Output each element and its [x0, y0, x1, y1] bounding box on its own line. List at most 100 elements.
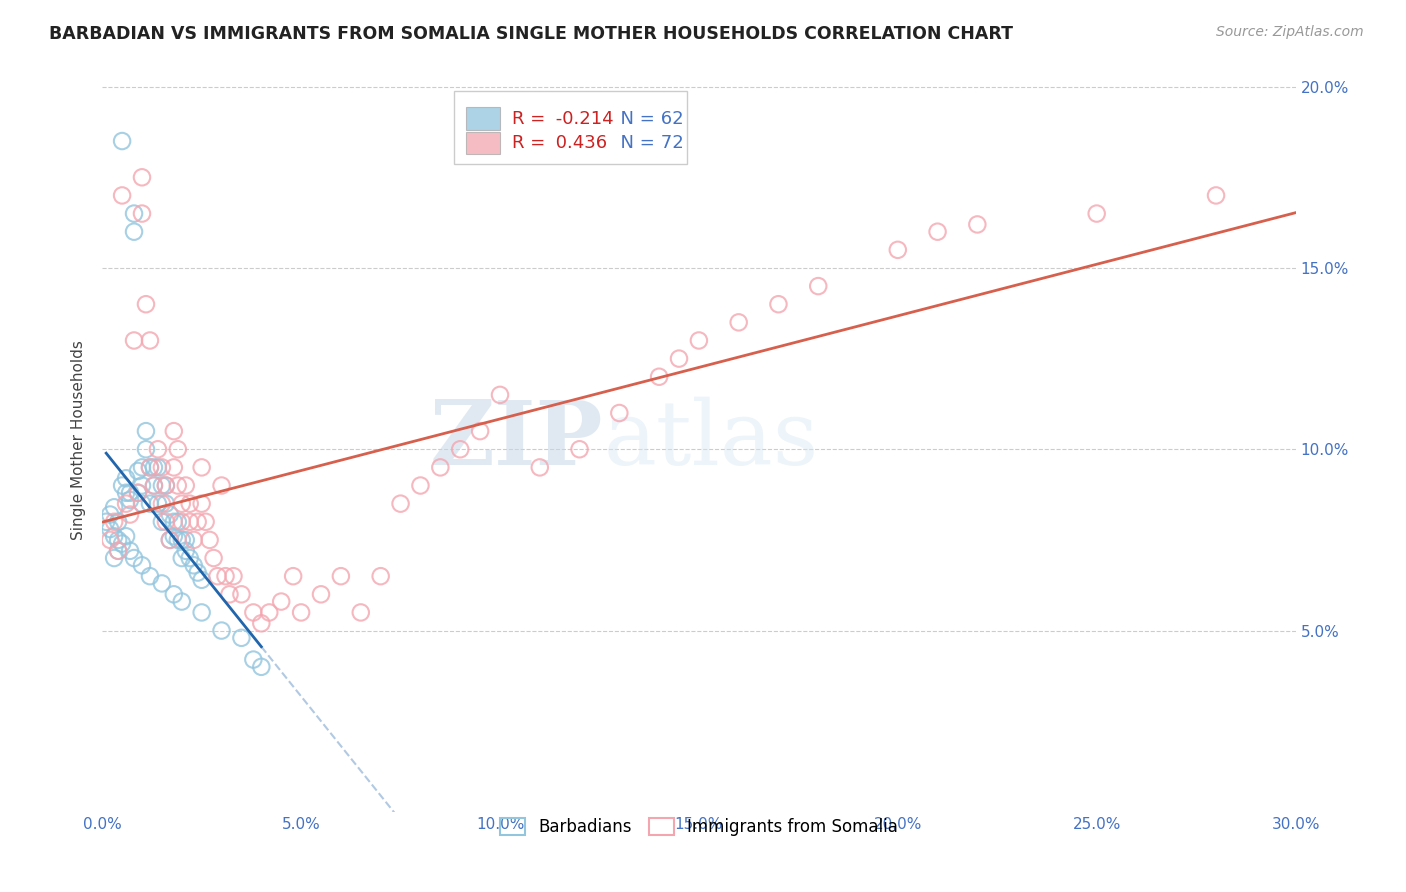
- Point: [146, 442, 169, 457]
- Point: [139, 460, 162, 475]
- Point: [122, 334, 145, 348]
- Point: [111, 478, 134, 492]
- Point: [250, 616, 273, 631]
- Point: [270, 594, 292, 608]
- Point: [155, 515, 177, 529]
- Point: [190, 606, 212, 620]
- Point: [155, 478, 177, 492]
- Point: [170, 594, 193, 608]
- Legend: Barbadians, Immigrants from Somalia: Barbadians, Immigrants from Somalia: [492, 810, 905, 845]
- Point: [966, 218, 988, 232]
- Point: [170, 497, 193, 511]
- Point: [242, 606, 264, 620]
- Point: [183, 533, 205, 547]
- Point: [142, 478, 165, 492]
- Point: [120, 508, 142, 522]
- Point: [370, 569, 392, 583]
- Point: [1205, 188, 1227, 202]
- Point: [107, 533, 129, 547]
- Point: [202, 551, 225, 566]
- Y-axis label: Single Mother Households: Single Mother Households: [72, 340, 86, 541]
- Point: [409, 478, 432, 492]
- Point: [648, 369, 671, 384]
- Point: [214, 569, 236, 583]
- Point: [222, 569, 245, 583]
- Point: [139, 569, 162, 583]
- Point: [131, 558, 153, 573]
- Point: [127, 464, 149, 478]
- Point: [174, 543, 197, 558]
- Point: [688, 334, 710, 348]
- Point: [449, 442, 471, 457]
- Point: [159, 533, 181, 547]
- Point: [103, 515, 125, 529]
- Point: [139, 460, 162, 475]
- Point: [150, 515, 173, 529]
- Point: [183, 558, 205, 573]
- Point: [98, 522, 121, 536]
- Point: [98, 508, 121, 522]
- Point: [103, 500, 125, 515]
- Point: [190, 573, 212, 587]
- Point: [768, 297, 790, 311]
- Point: [166, 442, 188, 457]
- Point: [807, 279, 830, 293]
- Text: Source: ZipAtlas.com: Source: ZipAtlas.com: [1216, 25, 1364, 39]
- Point: [139, 334, 162, 348]
- Point: [115, 529, 138, 543]
- Text: N =: N =: [609, 135, 655, 153]
- Text: ZIP: ZIP: [430, 397, 603, 483]
- Point: [887, 243, 910, 257]
- Point: [111, 536, 134, 550]
- Point: [329, 569, 352, 583]
- Point: [389, 497, 412, 511]
- Point: [489, 388, 512, 402]
- Point: [131, 170, 153, 185]
- Text: atlas: atlas: [603, 397, 818, 483]
- Point: [170, 515, 193, 529]
- Point: [146, 460, 169, 475]
- Point: [103, 529, 125, 543]
- Text: -0.214: -0.214: [550, 110, 613, 128]
- Point: [155, 497, 177, 511]
- Text: N =: N =: [609, 110, 655, 128]
- Point: [174, 478, 197, 492]
- Point: [107, 515, 129, 529]
- Point: [159, 508, 181, 522]
- Point: [120, 493, 142, 508]
- Point: [231, 587, 253, 601]
- Point: [309, 587, 332, 601]
- Point: [155, 478, 177, 492]
- Point: [150, 478, 173, 492]
- Point: [190, 460, 212, 475]
- Point: [107, 543, 129, 558]
- Point: [163, 515, 186, 529]
- Point: [350, 606, 373, 620]
- Point: [429, 460, 451, 475]
- Point: [170, 533, 193, 547]
- Point: [122, 551, 145, 566]
- Point: [163, 460, 186, 475]
- Point: [194, 515, 217, 529]
- Point: [568, 442, 591, 457]
- Point: [290, 606, 312, 620]
- Point: [179, 497, 201, 511]
- Point: [163, 587, 186, 601]
- Point: [120, 543, 142, 558]
- Point: [131, 478, 153, 492]
- Point: [131, 460, 153, 475]
- Point: [111, 188, 134, 202]
- Point: [135, 424, 157, 438]
- FancyBboxPatch shape: [467, 132, 499, 154]
- Point: [142, 478, 165, 492]
- Text: R =: R =: [512, 135, 544, 153]
- Point: [468, 424, 491, 438]
- Point: [115, 497, 138, 511]
- Text: 72: 72: [655, 135, 683, 153]
- Point: [142, 460, 165, 475]
- Text: 62: 62: [655, 110, 683, 128]
- Point: [250, 660, 273, 674]
- Point: [211, 624, 233, 638]
- Point: [529, 460, 551, 475]
- Point: [190, 497, 212, 511]
